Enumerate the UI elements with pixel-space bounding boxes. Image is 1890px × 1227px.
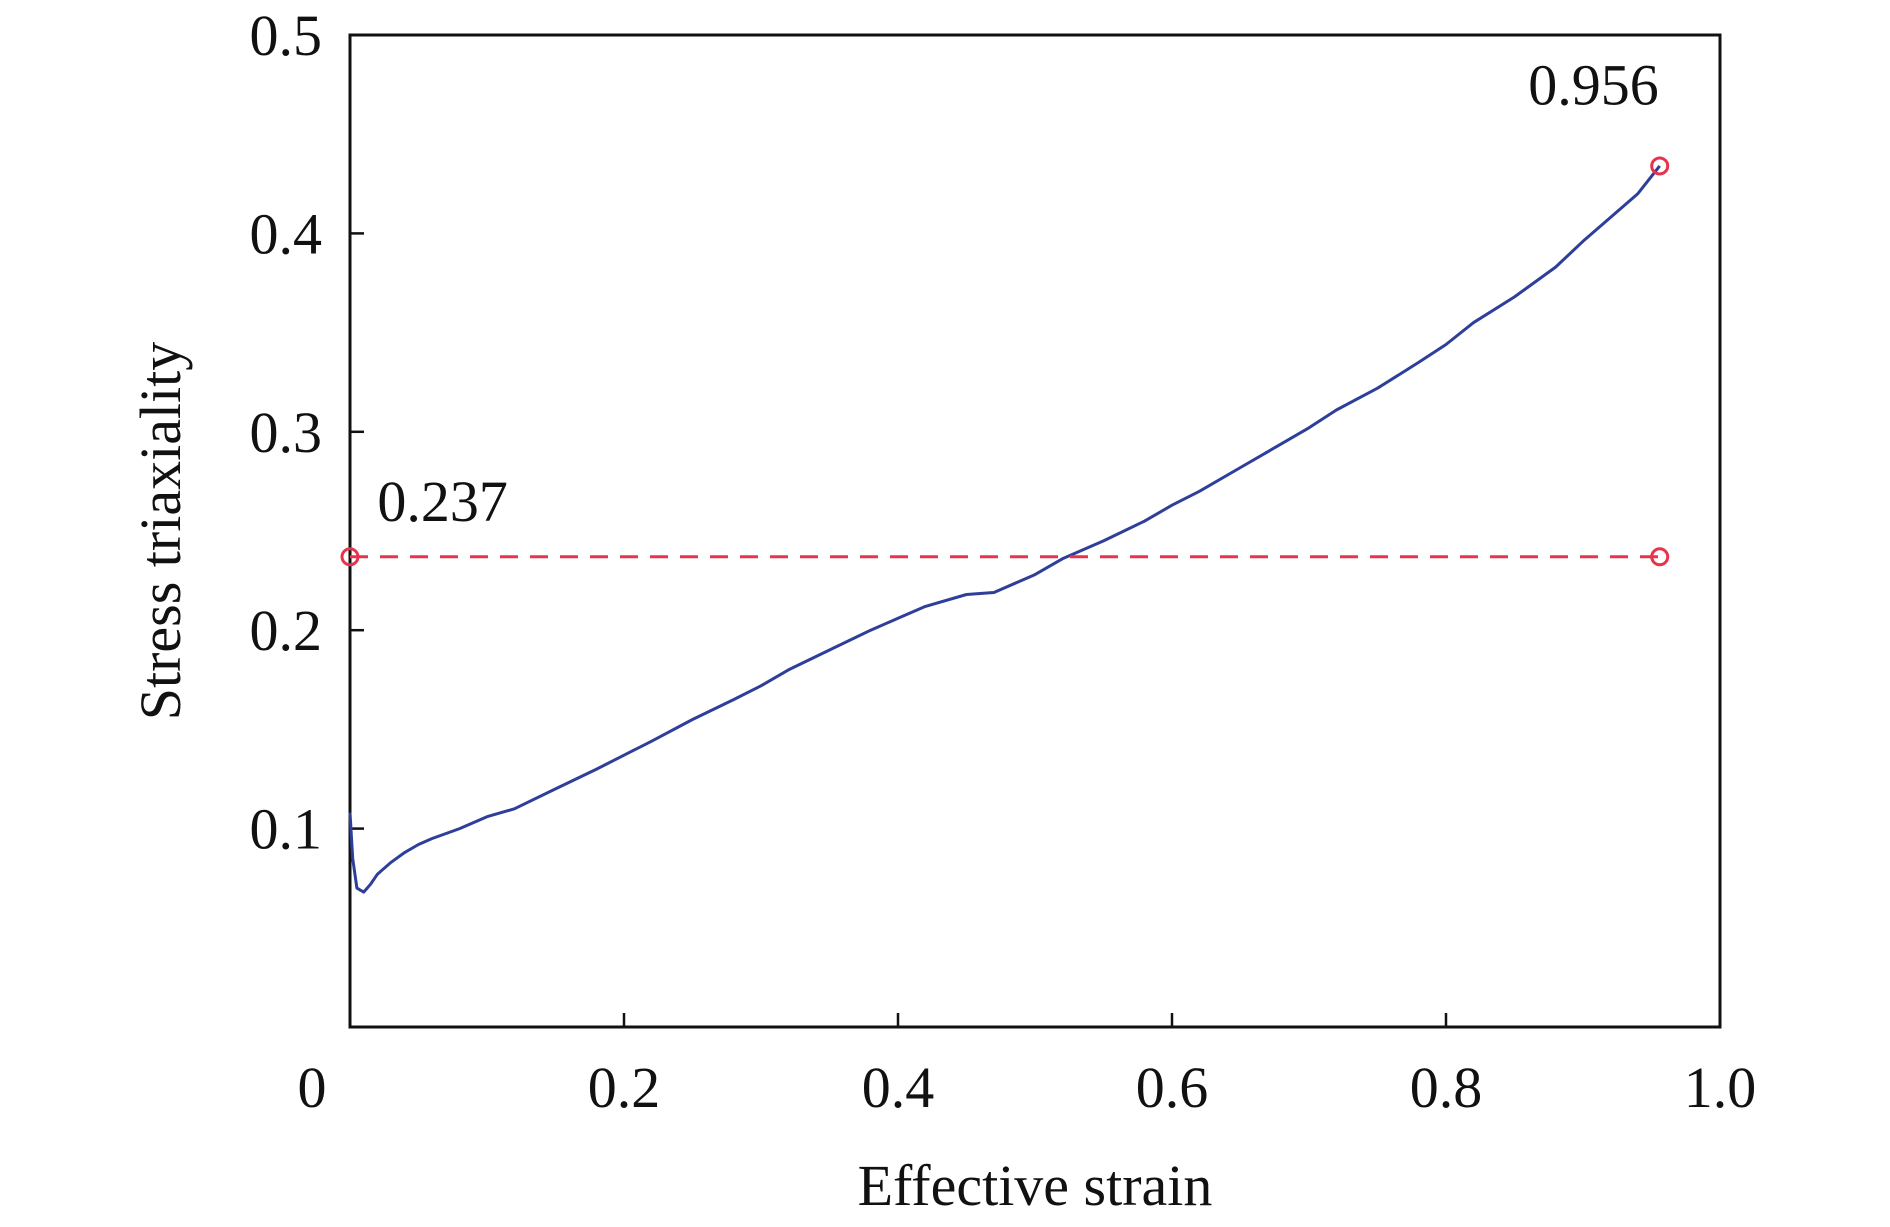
- triaxiality-curve: [348, 164, 1661, 894]
- x-axis-label: Effective strain: [858, 1153, 1213, 1218]
- data-marker: [1650, 156, 1670, 176]
- data-marker: [1650, 547, 1670, 567]
- annotation-layer: 0.237 0.956: [377, 52, 1658, 534]
- x-tick-label: 0.8: [1410, 1055, 1483, 1120]
- plot-frame: [348, 33, 1722, 1029]
- x-axis-ticks: 0.2 0.4 0.6 0.8 1.0: [588, 1013, 1757, 1120]
- y-tick-label: 0.1: [250, 797, 323, 862]
- y-tick-label: 0.4: [250, 201, 323, 266]
- origin-tick-label: 0: [298, 1055, 327, 1120]
- y-axis-label: Stress triaxiality: [128, 342, 193, 721]
- x-tick-label: 0.2: [588, 1055, 661, 1120]
- y-tick-label: 0.5: [250, 3, 323, 68]
- series-layer: [348, 164, 1661, 894]
- x-tick-label: 0.4: [862, 1055, 935, 1120]
- y-tick-label: 0.3: [250, 400, 323, 465]
- marker-layer: [340, 156, 1670, 567]
- x-tick-label: 1.0: [1684, 1055, 1757, 1120]
- annotation-label: 0.956: [1528, 52, 1659, 117]
- y-tick-label: 0.2: [250, 598, 323, 663]
- data-marker: [340, 547, 360, 567]
- annotation-label: 0.237: [377, 469, 508, 534]
- y-axis-ticks: 0.1 0.2 0.3 0.4 0.5: [250, 3, 364, 862]
- x-tick-label: 0.6: [1136, 1055, 1209, 1120]
